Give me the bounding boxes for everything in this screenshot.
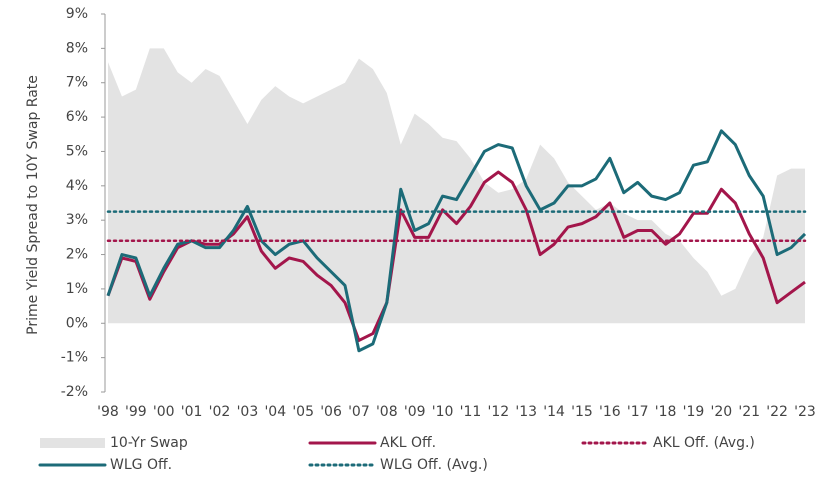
legend-label: 10-Yr Swap xyxy=(110,435,188,451)
x-tick-label: '20 xyxy=(711,404,733,420)
x-tick-label: '06 xyxy=(320,404,342,420)
x-tick-label: '08 xyxy=(376,404,398,420)
y-tick-label: 5% xyxy=(66,143,88,159)
x-tick-label: '07 xyxy=(348,404,370,420)
y-tick-label: 6% xyxy=(66,109,88,125)
x-tick-label: '98 xyxy=(97,404,119,420)
x-tick-label: '04 xyxy=(264,404,286,420)
legend-label: WLG Off. xyxy=(110,457,172,473)
x-tick-label: '22 xyxy=(766,404,788,420)
legend-swatch xyxy=(40,438,105,448)
y-tick-label: 2% xyxy=(66,247,88,263)
x-tick-label: '16 xyxy=(599,404,621,420)
x-tick-label: '99 xyxy=(125,404,147,420)
legend-label: AKL Off. (Avg.) xyxy=(653,435,755,451)
x-tick-label: '00 xyxy=(153,404,175,420)
x-tick-label: '18 xyxy=(655,404,677,420)
x-tick-label: '19 xyxy=(683,404,705,420)
y-tick-label: 0% xyxy=(66,315,88,331)
x-tick-label: '11 xyxy=(460,404,482,420)
y-tick-label: 1% xyxy=(66,281,88,297)
area xyxy=(108,48,805,324)
x-tick-label: '09 xyxy=(404,404,426,420)
x-tick-label: '01 xyxy=(181,404,203,420)
y-tick-label: 8% xyxy=(66,40,88,56)
legend-label: AKL Off. xyxy=(380,435,436,451)
x-tick-label: '14 xyxy=(543,404,565,420)
x-tick-label: '13 xyxy=(515,404,537,420)
y-tick-label: 9% xyxy=(66,6,88,22)
legend-label: WLG Off. (Avg.) xyxy=(380,457,488,473)
x-tick-label: '23 xyxy=(794,404,816,420)
y-tick-label: -1% xyxy=(61,350,88,366)
y-tick-label: 3% xyxy=(66,212,88,228)
y-tick-label: -2% xyxy=(61,384,88,400)
x-tick-label: '05 xyxy=(292,404,314,420)
x-tick-label: '02 xyxy=(209,404,231,420)
x-tick-label: '10 xyxy=(432,404,454,420)
x-tick-label: '21 xyxy=(738,404,760,420)
x-tick-label: '15 xyxy=(571,404,593,420)
x-tick-label: '03 xyxy=(237,404,259,420)
y-tick-label: 4% xyxy=(66,178,88,194)
x-tick-label: '12 xyxy=(487,404,509,420)
x-tick-label: '17 xyxy=(627,404,649,420)
y-axis-label: Prime Yield Spread to 10Y Swap Rate xyxy=(25,75,41,335)
y-tick-label: 7% xyxy=(66,75,88,91)
